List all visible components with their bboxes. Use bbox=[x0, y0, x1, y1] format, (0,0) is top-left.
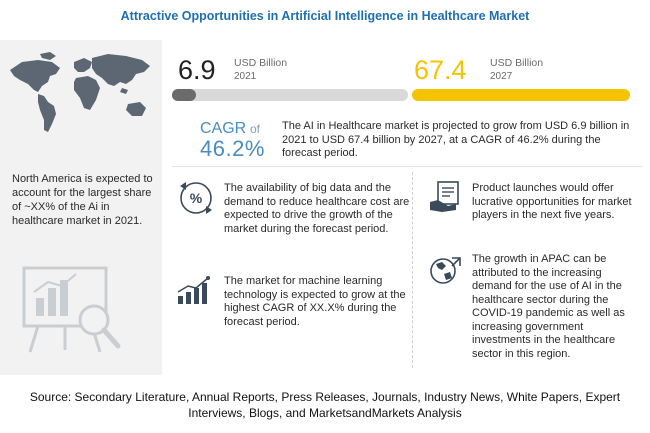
product-box-icon bbox=[430, 181, 459, 212]
cagr-of: of bbox=[250, 122, 261, 136]
bar-2027-fill bbox=[412, 89, 630, 101]
source-note: Source: Secondary Literature, Annual Rep… bbox=[29, 390, 621, 420]
svg-text:%: % bbox=[190, 190, 203, 206]
north-america-text: North America is expected to account for… bbox=[12, 173, 153, 227]
analytics-magnifier-icon bbox=[22, 266, 121, 353]
point-machine-learning: The market for machine learning technolo… bbox=[224, 275, 406, 328]
bar-2021-fill bbox=[172, 89, 196, 101]
page-title: Attractive Opportunities in Artificial I… bbox=[120, 9, 530, 23]
unit-2021: USD Billion bbox=[234, 57, 288, 69]
world-map-icon bbox=[10, 52, 150, 132]
divider-horizontal bbox=[172, 166, 642, 167]
cagr-value: 46.2% bbox=[200, 136, 265, 161]
point-product-launches: Product launches would offer lucrative o… bbox=[472, 182, 632, 221]
bar-2027 bbox=[412, 89, 630, 101]
point-apac-growth: The growth in APAC can be attributed to … bbox=[472, 253, 625, 360]
cagr-label: CAGR bbox=[200, 120, 247, 137]
point-big-data: The availability of big data and the dem… bbox=[224, 182, 410, 235]
year-2027: 2027 bbox=[490, 71, 513, 82]
unit-2027: USD Billion bbox=[490, 57, 544, 69]
year-2021: 2021 bbox=[234, 71, 257, 82]
divider-vertical bbox=[412, 172, 413, 368]
globe-arrow-icon bbox=[430, 257, 461, 284]
value-2021: 6.9 bbox=[178, 55, 216, 85]
value-2027: 67.4 bbox=[414, 55, 467, 85]
bar-2021 bbox=[172, 89, 408, 101]
growth-bars-icon bbox=[177, 276, 210, 304]
percent-arrows-icon: % bbox=[180, 182, 212, 214]
cagr-description: The AI in Healthcare market is projected… bbox=[282, 120, 630, 159]
